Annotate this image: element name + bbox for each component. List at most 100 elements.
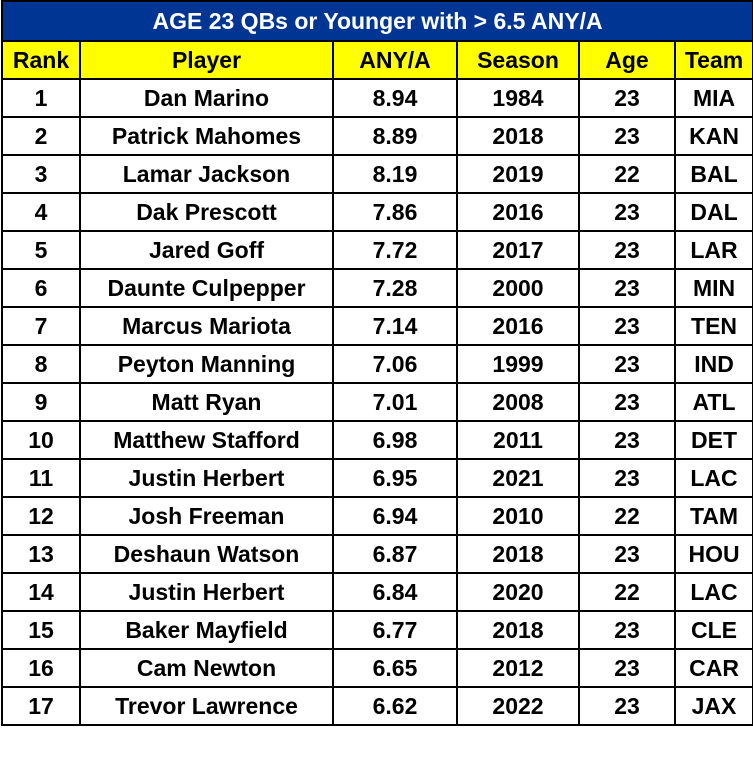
cell-rank: 1: [1, 78, 81, 118]
cell-age: 23: [578, 534, 676, 574]
cell-season: 2000: [456, 268, 580, 308]
header-row: Rank Player ANY/A Season Age Team: [1, 40, 753, 80]
cell-player: Dan Marino: [79, 78, 334, 118]
cell-age: 22: [578, 154, 676, 194]
cell-anya: 7.28: [332, 268, 458, 308]
table-row: 7 Marcus Mariota 7.14 2016 23 TEN: [1, 306, 753, 346]
cell-rank: 6: [1, 268, 81, 308]
table-row: 14 Justin Herbert 6.84 2020 22 LAC: [1, 572, 753, 612]
table-row: 3 Lamar Jackson 8.19 2019 22 BAL: [1, 154, 753, 194]
column-header-team: Team: [673, 40, 753, 80]
cell-anya: 7.14: [332, 306, 458, 346]
cell-rank: 14: [1, 572, 81, 612]
cell-player: Baker Mayfield: [79, 610, 334, 650]
cell-team: TAM: [673, 496, 753, 536]
cell-anya: 6.94: [332, 496, 458, 536]
table-row: 5 Jared Goff 7.72 2017 23 LAR: [1, 230, 753, 270]
table-row: 10 Matthew Stafford 6.98 2011 23 DET: [1, 420, 753, 460]
cell-team: DAL: [673, 192, 753, 232]
table-row: 2 Patrick Mahomes 8.89 2018 23 KAN: [1, 116, 753, 156]
cell-season: 2008: [456, 382, 580, 422]
cell-player: Matt Ryan: [79, 382, 334, 422]
cell-team: HOU: [673, 534, 753, 574]
cell-age: 22: [578, 572, 676, 612]
cell-rank: 12: [1, 496, 81, 536]
cell-age: 23: [578, 116, 676, 156]
cell-player: Deshaun Watson: [79, 534, 334, 574]
table-title: AGE 23 QBs or Younger with > 6.5 ANY/A: [0, 0, 753, 42]
cell-season: 2012: [456, 648, 580, 688]
cell-rank: 15: [1, 610, 81, 650]
cell-season: 2018: [456, 116, 580, 156]
table-container: AGE 23 QBs or Younger with > 6.5 ANY/A R…: [0, 0, 753, 726]
cell-age: 23: [578, 686, 676, 726]
table-row: 8 Peyton Manning 7.06 1999 23 IND: [1, 344, 753, 384]
cell-season: 2016: [456, 192, 580, 232]
qb-stats-table: AGE 23 QBs or Younger with > 6.5 ANY/A R…: [0, 0, 753, 726]
cell-anya: 6.65: [332, 648, 458, 688]
cell-player: Dak Prescott: [79, 192, 334, 232]
cell-player: Trevor Lawrence: [79, 686, 334, 726]
title-row: AGE 23 QBs or Younger with > 6.5 ANY/A: [0, 0, 753, 42]
cell-player: Justin Herbert: [79, 572, 334, 612]
cell-team: BAL: [673, 154, 753, 194]
table-body: 1 Dan Marino 8.94 1984 23 MIA 2 Patrick Mahomes…: [1, 78, 753, 726]
cell-rank: 3: [1, 154, 81, 194]
cell-anya: 8.94: [332, 78, 458, 118]
table-row: 6 Daunte Culpepper 7.28 2000 23 MIN: [1, 268, 753, 308]
cell-anya: 6.95: [332, 458, 458, 498]
column-header-age: Age: [578, 40, 676, 80]
cell-team: ATL: [673, 382, 753, 422]
cell-anya: 6.77: [332, 610, 458, 650]
cell-season: 2018: [456, 534, 580, 574]
cell-player: Patrick Mahomes: [79, 116, 334, 156]
cell-player: Josh Freeman: [79, 496, 334, 536]
cell-rank: 2: [1, 116, 81, 156]
cell-age: 23: [578, 648, 676, 688]
cell-anya: 7.86: [332, 192, 458, 232]
cell-team: TEN: [673, 306, 753, 346]
cell-anya: 7.72: [332, 230, 458, 270]
cell-rank: 4: [1, 192, 81, 232]
cell-anya: 6.62: [332, 686, 458, 726]
cell-player: Cam Newton: [79, 648, 334, 688]
cell-season: 2022: [456, 686, 580, 726]
cell-season: 2018: [456, 610, 580, 650]
cell-season: 2021: [456, 458, 580, 498]
cell-rank: 10: [1, 420, 81, 460]
cell-season: 2010: [456, 496, 580, 536]
column-header-player: Player: [79, 40, 334, 80]
cell-age: 23: [578, 306, 676, 346]
cell-season: 1999: [456, 344, 580, 384]
cell-season: 1984: [456, 78, 580, 118]
cell-player: Matthew Stafford: [79, 420, 334, 460]
cell-age: 23: [578, 420, 676, 460]
cell-player: Lamar Jackson: [79, 154, 334, 194]
column-header-season: Season: [456, 40, 580, 80]
cell-season: 2016: [456, 306, 580, 346]
cell-player: Daunte Culpepper: [79, 268, 334, 308]
cell-team: DET: [673, 420, 753, 460]
cell-rank: 16: [1, 648, 81, 688]
table-row: 1 Dan Marino 8.94 1984 23 MIA: [1, 78, 753, 118]
cell-season: 2017: [456, 230, 580, 270]
cell-rank: 11: [1, 458, 81, 498]
table-row: 17 Trevor Lawrence 6.62 2022 23 JAX: [1, 686, 753, 726]
cell-rank: 5: [1, 230, 81, 270]
cell-player: Justin Herbert: [79, 458, 334, 498]
cell-age: 23: [578, 192, 676, 232]
cell-anya: 7.06: [332, 344, 458, 384]
cell-anya: 7.01: [332, 382, 458, 422]
cell-age: 23: [578, 268, 676, 308]
table-row: 16 Cam Newton 6.65 2012 23 CAR: [1, 648, 753, 688]
cell-team: CAR: [673, 648, 753, 688]
cell-team: IND: [673, 344, 753, 384]
cell-age: 23: [578, 230, 676, 270]
table-row: 4 Dak Prescott 7.86 2016 23 DAL: [1, 192, 753, 232]
cell-season: 2019: [456, 154, 580, 194]
table-row: 12 Josh Freeman 6.94 2010 22 TAM: [1, 496, 753, 536]
cell-player: Marcus Mariota: [79, 306, 334, 346]
cell-team: MIA: [673, 78, 753, 118]
cell-age: 23: [578, 78, 676, 118]
cell-season: 2020: [456, 572, 580, 612]
